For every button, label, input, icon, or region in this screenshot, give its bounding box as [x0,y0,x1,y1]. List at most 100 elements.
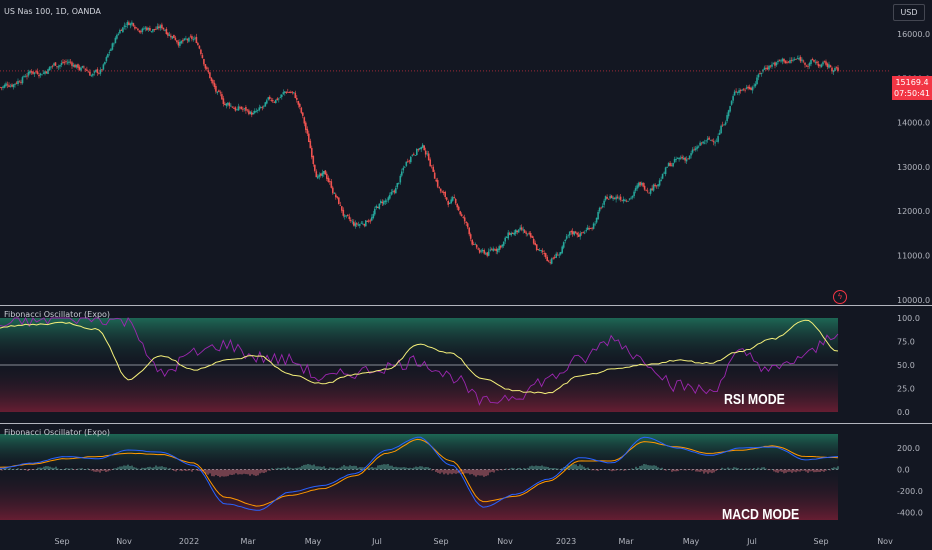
candle-body [389,194,391,199]
histogram-bar [297,467,299,470]
histogram-bar [517,468,519,470]
candle-body [550,258,553,264]
histogram-bar [591,469,593,471]
histogram-bar [399,467,401,470]
histogram-bar [447,469,449,475]
candle-body [324,170,327,175]
candle-body [613,198,616,199]
candle-body [502,241,505,246]
candle-body [147,27,150,30]
candle-body [351,221,354,223]
candle-body [270,100,273,101]
candle-body [637,183,640,187]
candle-body [365,220,367,227]
histogram-bar [811,469,813,472]
candle-body [269,96,271,99]
histogram-bar [315,466,317,470]
histogram-bar [737,468,739,470]
candle-body [108,52,111,53]
histogram-bar [41,467,43,470]
candle-body [432,166,434,172]
candle-body [201,55,204,59]
macd-line [0,436,839,511]
candle-body [12,84,15,88]
candle-body [730,101,733,105]
candle-body [628,198,631,200]
candle-body [427,153,430,161]
candle-body [472,244,475,245]
histogram-bar [197,469,199,471]
histogram-bar [579,464,581,470]
candle-body [318,174,321,177]
candle-body [42,72,45,74]
candle-body [411,154,414,156]
candle-body [739,90,742,92]
candle-body [47,69,49,74]
candle-body [113,43,115,45]
candle-body [643,185,646,190]
candle-body [555,253,557,258]
histogram-bar [455,469,457,474]
candle-body [834,68,836,71]
candle-body [2,86,4,88]
histogram-bar [593,469,595,471]
histogram-bar [419,466,421,470]
candle-body [591,227,593,229]
candle-body [660,179,662,181]
histogram-bar [349,465,351,470]
candle-body [474,243,476,245]
candle-body [78,66,81,70]
histogram-bar [613,469,615,471]
candle-body [445,197,448,200]
histogram-bar [115,468,117,470]
candle-body [433,172,436,179]
histogram-bar [171,469,173,470]
histogram-bar [151,467,153,470]
rsi-fast-line [0,317,839,406]
histogram-bar [383,464,385,470]
candle-body [601,205,604,208]
candle-body [363,224,366,226]
histogram-bar [99,469,101,473]
histogram-bar [483,469,485,477]
candle-body [234,107,237,111]
candle-body [424,150,427,155]
candle-body [102,64,105,70]
candle-body [284,91,286,93]
candle-body [775,62,778,66]
candle-body [407,161,409,163]
histogram-bar [485,469,487,477]
histogram-bar [243,469,245,474]
currency-button[interactable]: USD [893,4,925,21]
candle-body [345,215,348,217]
candle-body [240,106,243,110]
candle-body [332,187,334,194]
histogram-bar [335,468,337,470]
candle-body [93,71,96,73]
histogram-bar [767,469,769,471]
candle-body [165,29,168,34]
histogram-bar [397,467,399,470]
histogram-bar [441,469,443,473]
candle-body [615,196,617,200]
histogram-bar [519,467,521,470]
candle-body [414,155,417,156]
histogram-bar [415,466,417,470]
candle-body [413,153,415,155]
histogram-bar [535,465,537,470]
candle-body [119,30,121,34]
rsi-upper-zone [0,318,838,365]
histogram-bar [291,468,293,470]
candle-body [110,49,112,51]
histogram-bar [781,469,783,472]
histogram-bar [379,465,381,470]
histogram-bar [769,469,771,471]
histogram-bar [573,464,575,470]
candle-body [553,257,556,258]
candle-body [182,40,184,42]
lightning-icon[interactable]: ϟ [833,290,847,304]
symbol-title: US Nas 100, 1D, OANDA [4,7,101,16]
candle-body [438,187,440,188]
candle-body [48,67,51,71]
histogram-bar [19,469,21,470]
